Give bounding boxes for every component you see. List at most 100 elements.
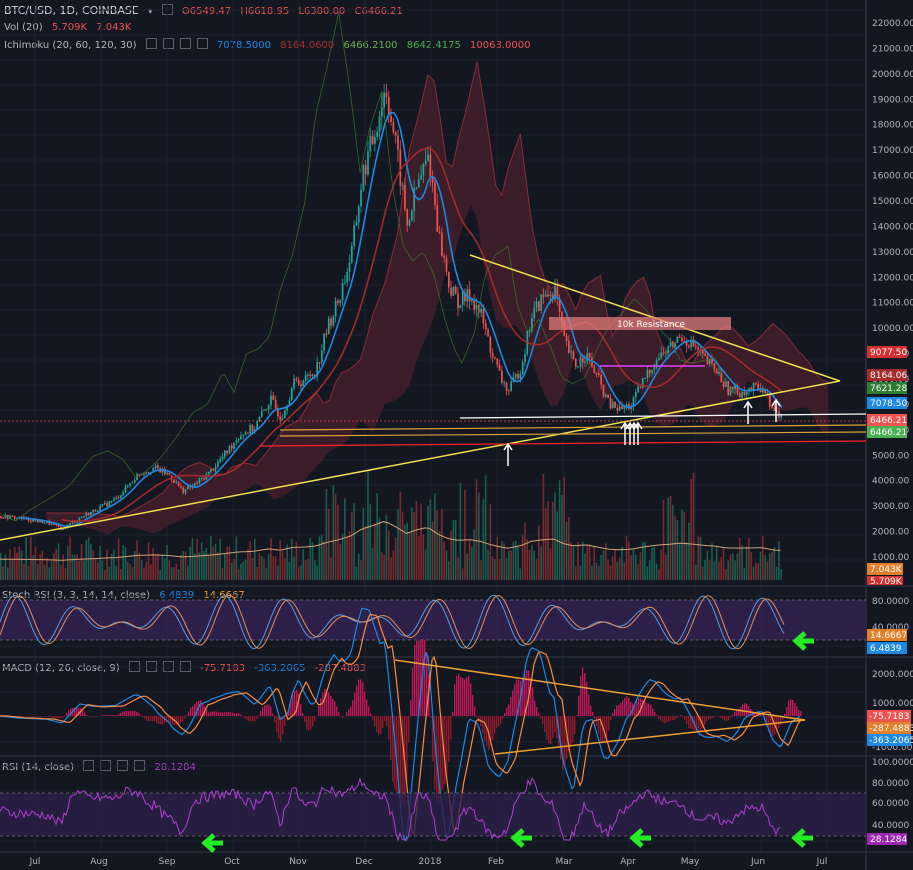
macd-hist-bar [566,716,568,759]
eye-icon[interactable] [145,38,157,49]
candle-body [729,386,732,396]
candle-body [674,342,676,348]
vol-label[interactable]: Vol (20) [4,22,43,33]
volume-bar [212,547,215,580]
volume-bar [591,565,593,580]
volume-bar [90,543,92,580]
macd-hist-bar [772,716,774,737]
candle-body [263,409,265,411]
candle-body [454,286,457,294]
candle-body [57,524,60,528]
macd-hist-bar [452,711,454,716]
volume-bar [757,563,759,580]
volume-bar [535,558,538,580]
volume-bar [621,546,623,580]
volume-bar [411,507,413,580]
candle-body [588,353,591,358]
macd-hist-bar [190,707,192,716]
candle-body [681,337,683,341]
candle-body [731,386,734,390]
candle-body [634,392,637,398]
macd-hist-bar [140,715,142,716]
volume-bar [632,549,635,580]
time-axis-label: Jul [29,857,41,867]
macd-hist-bar [158,716,160,725]
volume-bar [297,566,300,580]
candle-body [376,131,379,138]
price-tag-bg [867,346,907,358]
candle-body [182,487,185,494]
volume-bar [404,524,406,580]
macd-hist-bar [580,676,582,716]
candle-body [210,468,212,472]
macd-hist-bar [336,706,338,716]
candle-body [669,341,672,347]
volume-bar [193,553,196,580]
candles [0,83,783,531]
candle-body [514,373,517,378]
macd-hist-bar [128,710,130,716]
macd-hist-bar [526,670,528,716]
candle-body [766,393,769,395]
up-arrow-icon-head [629,421,639,430]
candle-body [720,371,723,383]
settings-icon[interactable] [162,38,174,49]
macd-hist-bar [676,716,678,719]
rsi-label[interactable]: RSI (14, close) [2,762,75,773]
macd-hist-bar [118,713,120,716]
macd-label[interactable]: MACD (12, 26, close, 9) [2,663,120,674]
volume-bar [593,546,596,580]
volume-bar [364,527,367,580]
close-icon[interactable] [179,38,191,49]
macd-hist-bar [690,716,692,729]
more-icon[interactable] [196,38,208,49]
volume-bar [145,561,148,580]
volume-bar [126,561,129,580]
volume-bar [761,536,764,580]
candle-body [586,353,589,362]
volume-bar [281,551,284,580]
macd-hist-bar [36,716,38,717]
macd-hist-bar [656,715,658,716]
macd-hist-bar [490,716,492,746]
candle-body [556,286,559,299]
macd-hist-bar [484,716,486,742]
macd-hist-bar [184,716,186,719]
macd-hist-bar [200,699,202,716]
volume-bar [662,499,665,580]
macd-tick-label: 1000.0000 [872,699,913,709]
macd-hist-bar [312,716,314,727]
volume-bar [570,542,572,580]
volume-bar [11,560,14,580]
price-tick-label: 14000.00 [872,222,913,232]
macd-hist-bar [262,707,264,716]
macd-hist-bar [628,698,630,716]
macd-hist-bar [610,716,612,721]
candle-body [133,480,136,483]
macd-hist-bar [644,701,646,716]
volume-bar [80,543,83,580]
macd-hist-bar [248,716,250,721]
volume-bar [519,568,522,580]
chevron-down-icon[interactable]: ▾ [147,7,153,17]
candle-body [94,509,97,512]
macd-hist-bar [598,716,600,734]
volume-bar [235,536,238,580]
volume-bar [341,533,344,580]
macd-hist-bar [568,716,570,752]
volume-bar [4,554,7,580]
macd-hist-bar [652,708,654,716]
candle-body [641,378,644,388]
macd-hist-bar [544,716,546,733]
volume-bar [240,563,242,580]
ichimoku-label[interactable]: Ichimoku (20, 60, 120, 30) [4,40,137,51]
candle-body [535,301,538,308]
candle-body [344,282,346,284]
volume-bar [729,554,732,580]
macd-hist-bar [770,716,772,737]
volume-bar [348,531,351,580]
volume-bar [685,542,688,580]
macd-hist-bar [424,640,426,716]
candle-body [459,305,462,309]
